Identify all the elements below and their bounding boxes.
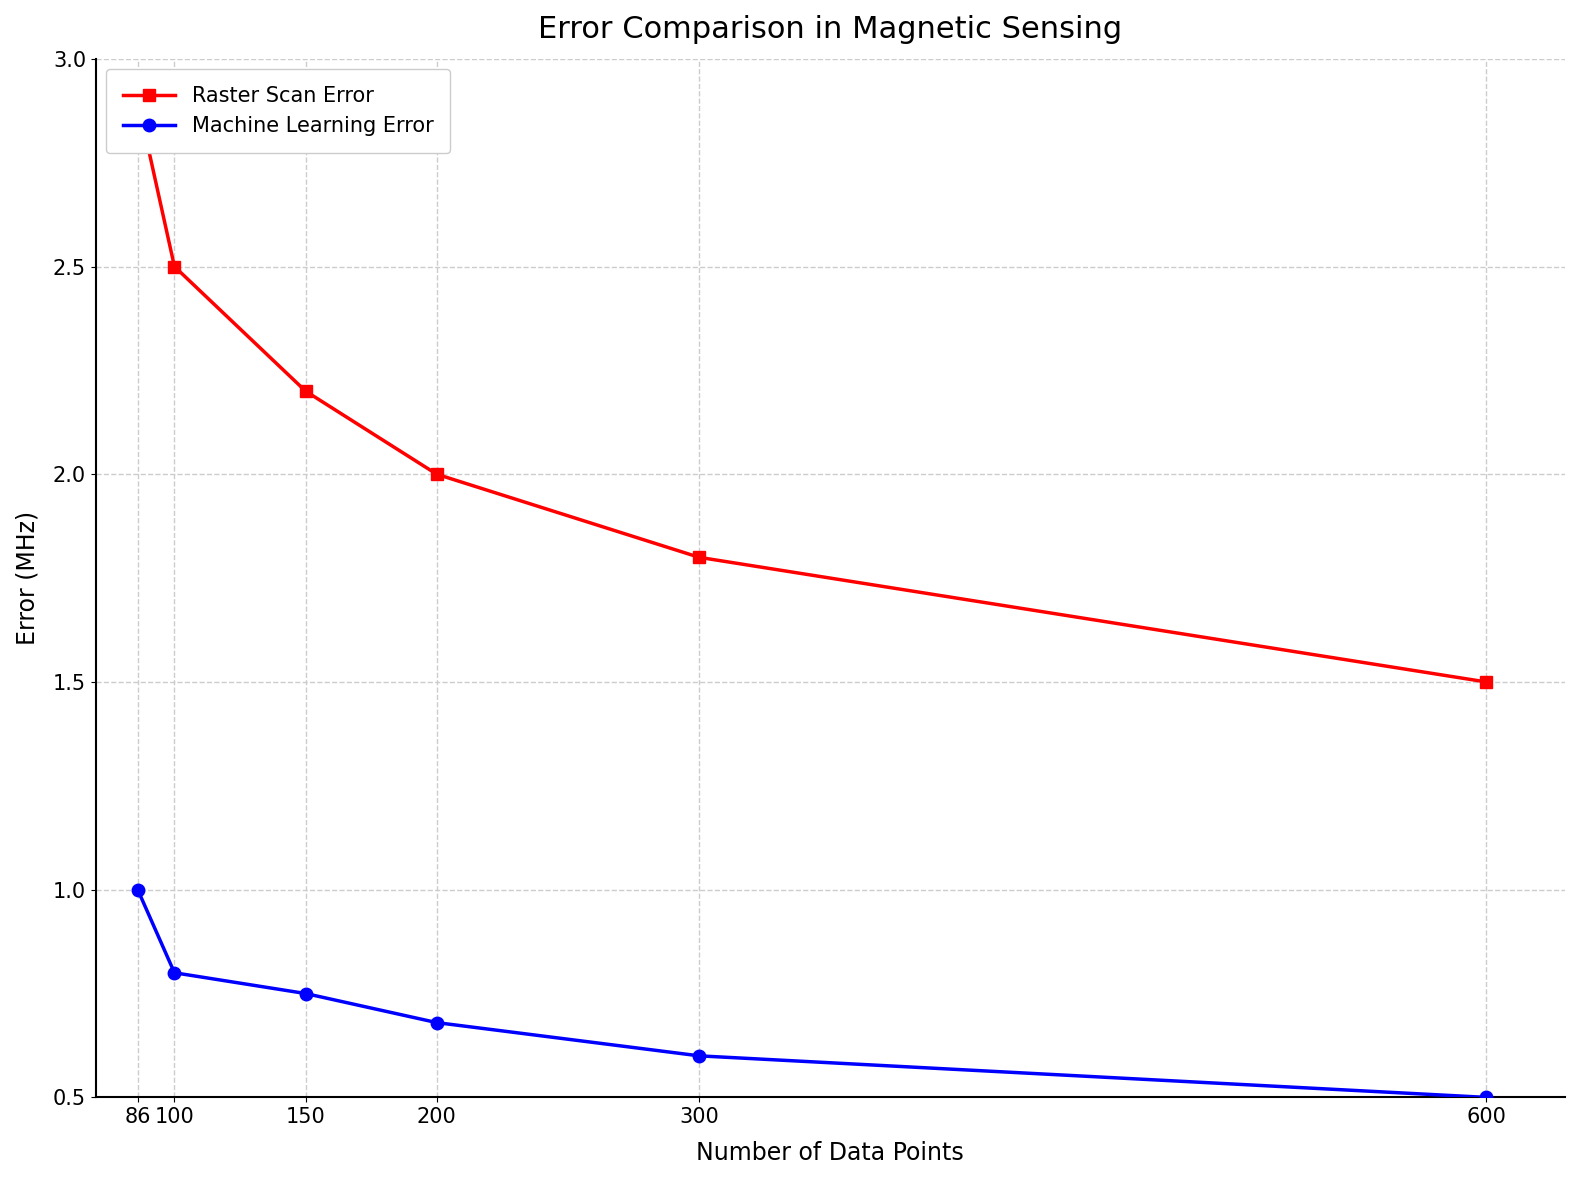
X-axis label: Number of Data Points: Number of Data Points — [697, 1141, 964, 1165]
Line: Machine Learning Error: Machine Learning Error — [131, 884, 1493, 1103]
Raster Scan Error — [690, 550, 709, 564]
Raster Scan Error — [128, 93, 147, 107]
Raster Scan Error — [295, 385, 314, 399]
Legend: Raster Scan Error, Machine Learning Error: Raster Scan Error, Machine Learning Erro… — [106, 70, 450, 153]
Machine Learning Error — [690, 1049, 709, 1063]
Machine Learning Error — [1477, 1090, 1496, 1104]
Machine Learning Error — [295, 986, 314, 1001]
Raster Scan Error — [164, 260, 183, 274]
Machine Learning Error — [427, 1016, 446, 1030]
Y-axis label: Error (MHz): Error (MHz) — [14, 511, 40, 645]
Machine Learning Error — [164, 965, 183, 979]
Line: Raster Scan Error: Raster Scan Error — [131, 94, 1493, 688]
Machine Learning Error — [128, 883, 147, 897]
Raster Scan Error — [1477, 675, 1496, 689]
Raster Scan Error — [427, 467, 446, 481]
Title: Error Comparison in Magnetic Sensing: Error Comparison in Magnetic Sensing — [539, 15, 1122, 44]
